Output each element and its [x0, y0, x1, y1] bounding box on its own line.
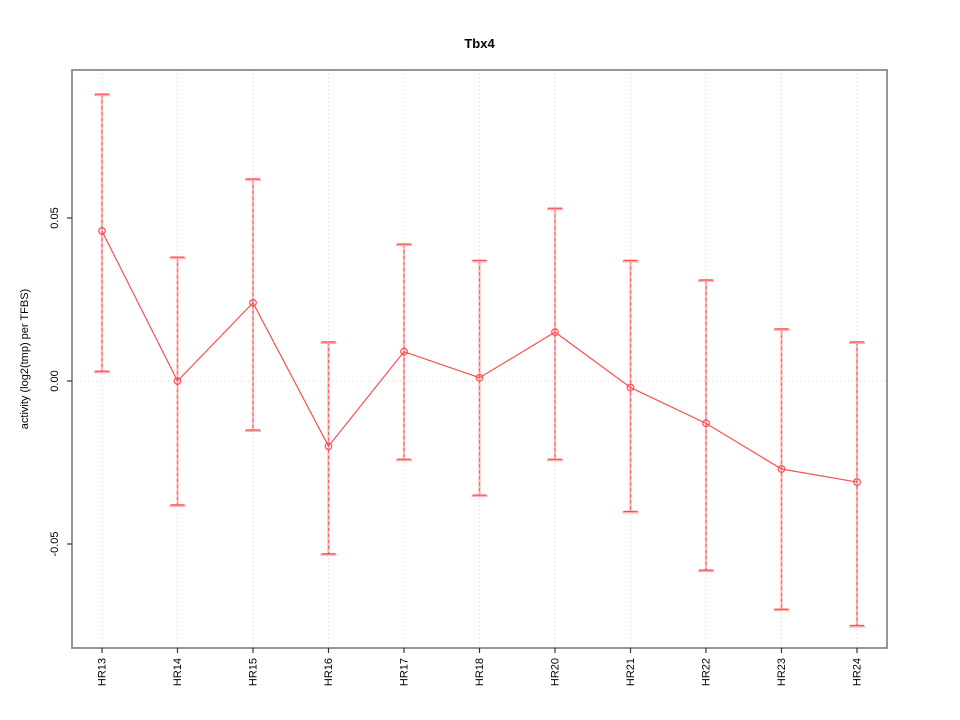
x-tick-label-HR24: HR24 — [852, 658, 864, 686]
data-point-HR20 — [551, 328, 559, 337]
y-tick-label-0.00: 0.00 — [49, 370, 61, 391]
x-tick-label-HR17: HR17 — [399, 658, 411, 686]
x-tick-label-HR20: HR20 — [550, 658, 562, 686]
data-point-HR24 — [853, 478, 861, 486]
data-point-HR21 — [626, 383, 635, 392]
x-tick-label-HR15: HR15 — [248, 658, 260, 686]
data-point-HR23 — [777, 465, 786, 473]
x-tick-label-HR18: HR18 — [474, 658, 486, 686]
data-point-HR18 — [475, 373, 484, 382]
y-tick-label-0.05: 0.05 — [49, 207, 61, 228]
y-axis-label: activity (log2(tmp) per TFBS) — [19, 288, 31, 430]
chart-title: Tbx4 — [464, 36, 495, 51]
data-point-HR16 — [324, 442, 333, 451]
x-tick-label-HR21: HR21 — [625, 658, 637, 686]
data-point-HR22 — [702, 419, 710, 428]
x-tick-label-HR23: HR23 — [776, 658, 788, 686]
data-point-HR17 — [400, 347, 408, 356]
x-tick-label-HR13: HR13 — [97, 658, 109, 686]
x-tick-label-HR14: HR14 — [172, 658, 184, 686]
y-tick-label--0.05: -0.05 — [49, 531, 61, 556]
data-point-HR15 — [249, 298, 257, 307]
data-point-HR13 — [98, 227, 106, 235]
x-tick-label-HR22: HR22 — [701, 658, 713, 686]
x-tick-label-HR16: HR16 — [323, 658, 335, 686]
series-line — [101, 230, 858, 483]
data-point-HR14 — [173, 377, 182, 385]
